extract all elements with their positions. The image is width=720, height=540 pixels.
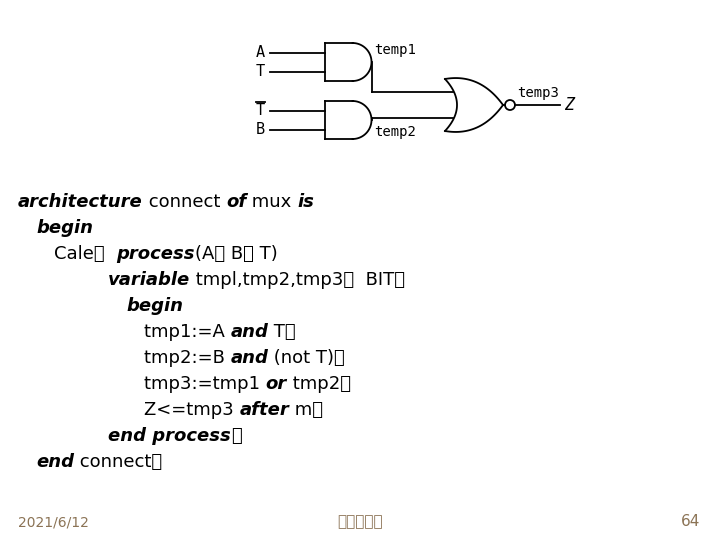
Text: variable: variable: [108, 271, 190, 289]
Text: tmp2:=B: tmp2:=B: [144, 349, 230, 367]
Text: B: B: [256, 122, 265, 137]
Text: tmp1:=A: tmp1:=A: [144, 323, 230, 341]
Text: T: T: [256, 64, 265, 79]
Text: 浙大微电子: 浙大微电子: [337, 515, 383, 530]
Text: architecture: architecture: [18, 193, 143, 211]
Text: 64: 64: [680, 515, 700, 530]
Text: connect：: connect：: [74, 453, 162, 471]
Text: temp2: temp2: [374, 125, 416, 139]
Text: T；: T；: [269, 323, 296, 341]
Text: tmpl,tmp2,tmp3：  BIT；: tmpl,tmp2,tmp3： BIT；: [190, 271, 405, 289]
Text: A: A: [256, 45, 265, 60]
Text: and: and: [230, 349, 269, 367]
Text: or: or: [266, 375, 287, 393]
Text: ；: ；: [230, 427, 241, 445]
Text: m；: m；: [289, 401, 323, 419]
Text: T: T: [256, 103, 265, 118]
Text: and: and: [230, 323, 269, 341]
Text: end: end: [36, 453, 74, 471]
Text: tmp2；: tmp2；: [287, 375, 351, 393]
Text: Cale：: Cale：: [54, 245, 116, 263]
Text: temp1: temp1: [374, 43, 416, 57]
Text: after: after: [240, 401, 289, 419]
Text: Z: Z: [564, 96, 574, 114]
Text: mux: mux: [246, 193, 297, 211]
Text: Z<=tmp3: Z<=tmp3: [144, 401, 240, 419]
Text: (A， B， T): (A， B， T): [194, 245, 277, 263]
Text: temp3: temp3: [517, 86, 559, 100]
Text: tmp3:=tmp1: tmp3:=tmp1: [144, 375, 266, 393]
Text: (not T)；: (not T)；: [269, 349, 346, 367]
Text: of: of: [226, 193, 246, 211]
Text: connect: connect: [143, 193, 226, 211]
Text: 2021/6/12: 2021/6/12: [18, 515, 89, 529]
Text: begin: begin: [36, 219, 93, 237]
Text: begin: begin: [126, 297, 183, 315]
Text: process: process: [116, 245, 194, 263]
Text: is: is: [297, 193, 314, 211]
Text: end process: end process: [108, 427, 230, 445]
